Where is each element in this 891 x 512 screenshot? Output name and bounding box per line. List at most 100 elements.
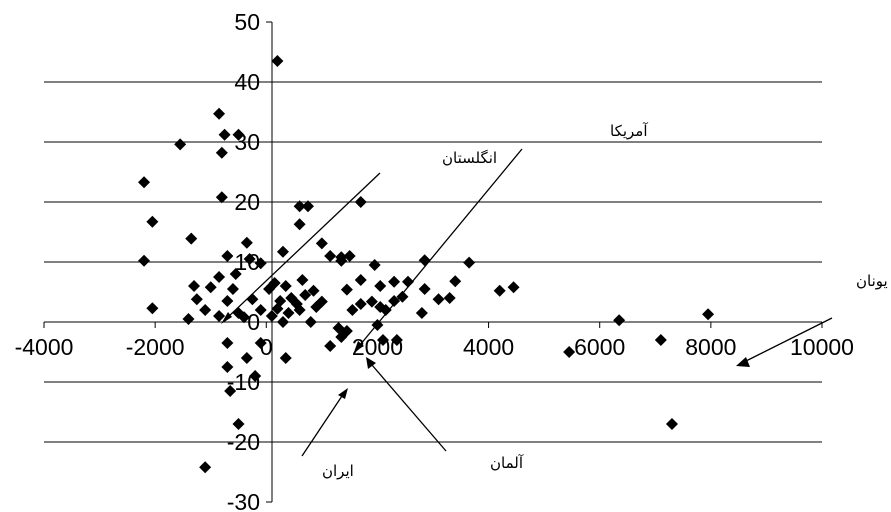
annotation-arrow-england (226, 172, 381, 319)
gridlines (44, 81, 822, 443)
data-point (182, 313, 195, 325)
data-points (138, 55, 715, 474)
data-point (293, 200, 306, 213)
data-point (218, 128, 231, 141)
data-point (379, 304, 392, 316)
x-tick-label: 8000 (685, 334, 736, 360)
data-point (563, 346, 576, 358)
x-tick-label: -4000 (15, 334, 74, 360)
y-tick-label: -10 (227, 369, 260, 395)
data-point (324, 250, 337, 262)
data-point (376, 334, 389, 346)
data-point (232, 418, 245, 430)
data-point (226, 283, 239, 295)
annotation-arrow-iran (301, 395, 343, 457)
data-point (396, 290, 409, 303)
annotation-iran: ایران (301, 388, 354, 480)
annotation-arrowhead-germany (366, 357, 376, 369)
data-point (190, 293, 203, 306)
annotation-label-america: آمریکا (610, 122, 648, 140)
data-point (146, 302, 159, 315)
y-tick-label: 40 (234, 69, 260, 95)
data-point (307, 284, 320, 297)
annotation-label-england: انگلستان (442, 149, 497, 167)
y-tick-label: -30 (227, 489, 260, 512)
data-point (613, 314, 626, 327)
data-point (304, 316, 317, 328)
annotation-label-germany: آلمان (490, 454, 524, 472)
y-tick-label: 50 (234, 9, 260, 35)
data-point (296, 274, 309, 286)
annotation-arrow-germany (371, 364, 447, 452)
data-point (354, 298, 367, 310)
data-point (418, 283, 431, 295)
data-point (221, 361, 234, 373)
data-point (282, 307, 295, 319)
data-point (315, 237, 328, 250)
data-point (343, 250, 356, 262)
data-point (493, 284, 506, 297)
data-point (215, 146, 228, 159)
data-point (310, 301, 323, 313)
data-point (335, 331, 348, 343)
data-point (271, 302, 284, 315)
data-point (199, 461, 212, 474)
data-point (415, 307, 428, 319)
data-point (507, 281, 520, 294)
data-point (213, 107, 226, 120)
data-point (174, 138, 187, 151)
data-point (243, 253, 256, 265)
data-point (279, 352, 292, 364)
data-point (138, 254, 151, 267)
data-point (215, 191, 228, 204)
y-tick-label: -20 (227, 429, 260, 455)
data-point (340, 283, 353, 296)
data-point (301, 200, 314, 213)
data-point (185, 232, 198, 245)
data-point (224, 385, 237, 397)
data-point (221, 337, 234, 349)
annotation-arrowhead-america (354, 341, 364, 352)
annotation-arrow-america (359, 148, 523, 346)
x-tick-label: 6000 (574, 334, 625, 360)
data-point (254, 337, 267, 349)
data-point (213, 310, 226, 322)
data-point (324, 340, 337, 352)
y-tick-label: 30 (234, 129, 260, 155)
data-point (246, 293, 259, 306)
annotation-arrowhead-greece (736, 357, 750, 367)
data-point (240, 236, 253, 249)
annotations: انگلستان آمریکا یونان ایران آلمان (221, 122, 888, 480)
data-point (199, 304, 212, 316)
data-point (188, 280, 201, 292)
data-point (279, 280, 292, 292)
annotation-england: انگلستان (221, 149, 497, 324)
data-point (249, 370, 262, 382)
x-tick-label: 4000 (463, 334, 514, 360)
x-tick-label: -2000 (126, 334, 185, 360)
data-point (354, 274, 367, 286)
data-point (368, 259, 381, 271)
data-point (146, 215, 159, 228)
data-point (665, 418, 678, 430)
annotation-america: آمریکا (354, 122, 648, 352)
data-point (418, 254, 431, 267)
annotation-arrowhead-england (221, 312, 232, 324)
annotation-arrow-greece (743, 317, 833, 363)
data-point (213, 271, 226, 283)
data-point (265, 310, 278, 322)
data-point (293, 304, 306, 316)
data-point (276, 245, 289, 258)
data-point (263, 283, 276, 295)
data-point (702, 308, 715, 321)
data-point (138, 176, 151, 189)
data-point (354, 196, 367, 208)
data-point (229, 268, 242, 280)
data-point (374, 280, 387, 292)
annotation-label-greece: یونان (856, 272, 888, 290)
annotation-arrowhead-iran (338, 388, 348, 399)
y-tick-label: 0 (247, 309, 260, 335)
annotation-greece: یونان (736, 272, 888, 367)
